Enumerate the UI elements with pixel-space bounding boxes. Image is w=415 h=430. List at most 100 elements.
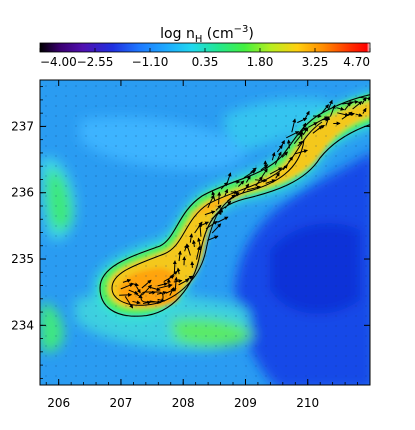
vector-dot: [275, 235, 277, 237]
vector-dot: [135, 135, 137, 137]
vector-dot: [275, 335, 277, 337]
velocity-arrow: [255, 176, 263, 187]
vector-dot: [165, 185, 167, 187]
velocity-arrow: [135, 286, 141, 294]
velocity-arrow: [362, 107, 367, 114]
vector-dot: [105, 375, 107, 377]
vector-dot: [365, 245, 367, 247]
vector-dot: [225, 145, 227, 147]
velocity-arrow: [156, 290, 167, 295]
vector-dot: [65, 265, 67, 267]
velocity-arrow: [205, 220, 218, 230]
vector-dot: [175, 115, 177, 117]
velocity-arrow: [142, 300, 152, 305]
vector-dot: [185, 235, 187, 237]
vector-dot: [255, 365, 257, 367]
vector-dot: [215, 305, 217, 307]
vector-dot: [265, 215, 267, 217]
vector-dot: [165, 105, 167, 107]
vector-dot: [235, 115, 237, 117]
vector-dot: [245, 225, 247, 227]
vector-dot: [315, 225, 317, 227]
colorbar-title-end: ): [248, 26, 253, 42]
vector-dot: [45, 265, 47, 267]
vector-dot: [175, 325, 177, 327]
vector-dot: [225, 165, 227, 167]
vector-dot: [235, 365, 237, 367]
vector-dot: [225, 255, 227, 257]
vector-dot: [135, 215, 137, 217]
vector-dot: [335, 255, 337, 257]
vector-dot: [135, 115, 137, 117]
vector-dot: [195, 345, 197, 347]
vector-dot: [85, 315, 87, 317]
vector-dot: [105, 225, 107, 227]
vector-dot: [295, 315, 297, 317]
velocity-arrow: [250, 167, 257, 173]
vector-dot: [205, 215, 207, 217]
vector-dot: [265, 285, 267, 287]
vector-dot: [205, 155, 207, 157]
vector-dot: [75, 105, 77, 107]
vector-dot: [335, 365, 337, 367]
vector-dot: [275, 295, 277, 297]
vector-dot: [75, 155, 77, 157]
vector-dot: [285, 335, 287, 337]
vector-dot: [265, 135, 267, 137]
velocity-arrow: [350, 100, 359, 104]
vector-dot: [105, 315, 107, 317]
vector-dot: [285, 315, 287, 317]
vector-dot: [345, 175, 347, 177]
vector-dot: [165, 365, 167, 367]
vector-dot: [175, 105, 177, 107]
velocity-arrow: [172, 260, 177, 274]
vector-dot: [245, 215, 247, 217]
vector-dot: [325, 175, 327, 177]
vector-dot: [165, 355, 167, 357]
vector-dot: [125, 95, 127, 97]
vector-dot: [185, 105, 187, 107]
vector-dot: [65, 375, 67, 377]
vector-dot: [55, 235, 57, 237]
vector-dot: [175, 375, 177, 377]
velocity-arrow: [141, 279, 152, 289]
vector-dot: [225, 155, 227, 157]
vector-dot: [285, 135, 287, 137]
vector-dot: [65, 245, 67, 247]
vector-dot: [175, 95, 177, 97]
vector-dot: [195, 85, 197, 87]
velocity-arrow: [352, 101, 363, 110]
vector-dot: [65, 365, 67, 367]
vector-dot: [355, 245, 357, 247]
vector-dot: [115, 285, 117, 287]
vector-dot: [135, 175, 137, 177]
vector-dot: [105, 105, 107, 107]
vector-dot: [305, 155, 307, 157]
vector-dot: [125, 375, 127, 377]
vector-dot: [85, 285, 87, 287]
vector-dot: [325, 195, 327, 197]
vector-dot: [175, 345, 177, 347]
vector-dot: [85, 95, 87, 97]
vector-dot: [265, 185, 267, 187]
vector-dot: [145, 125, 147, 127]
vector-dot: [345, 205, 347, 207]
vector-dot: [325, 295, 327, 297]
vector-dot: [315, 145, 317, 147]
velocity-arrow: [189, 233, 194, 243]
vector-dot: [135, 245, 137, 247]
vector-dot: [365, 275, 367, 277]
vector-dot: [335, 145, 337, 147]
vector-dot: [365, 255, 367, 257]
vector-dot: [235, 95, 237, 97]
vector-dot: [195, 305, 197, 307]
vector-dot: [195, 155, 197, 157]
vector-dot: [215, 165, 217, 167]
vector-dot: [195, 165, 197, 167]
vector-dot: [255, 165, 257, 167]
vector-dot: [105, 185, 107, 187]
vector-dot: [215, 95, 217, 97]
vector-dot: [205, 175, 207, 177]
velocity-arrow: [242, 183, 250, 194]
vector-dot: [205, 335, 207, 337]
